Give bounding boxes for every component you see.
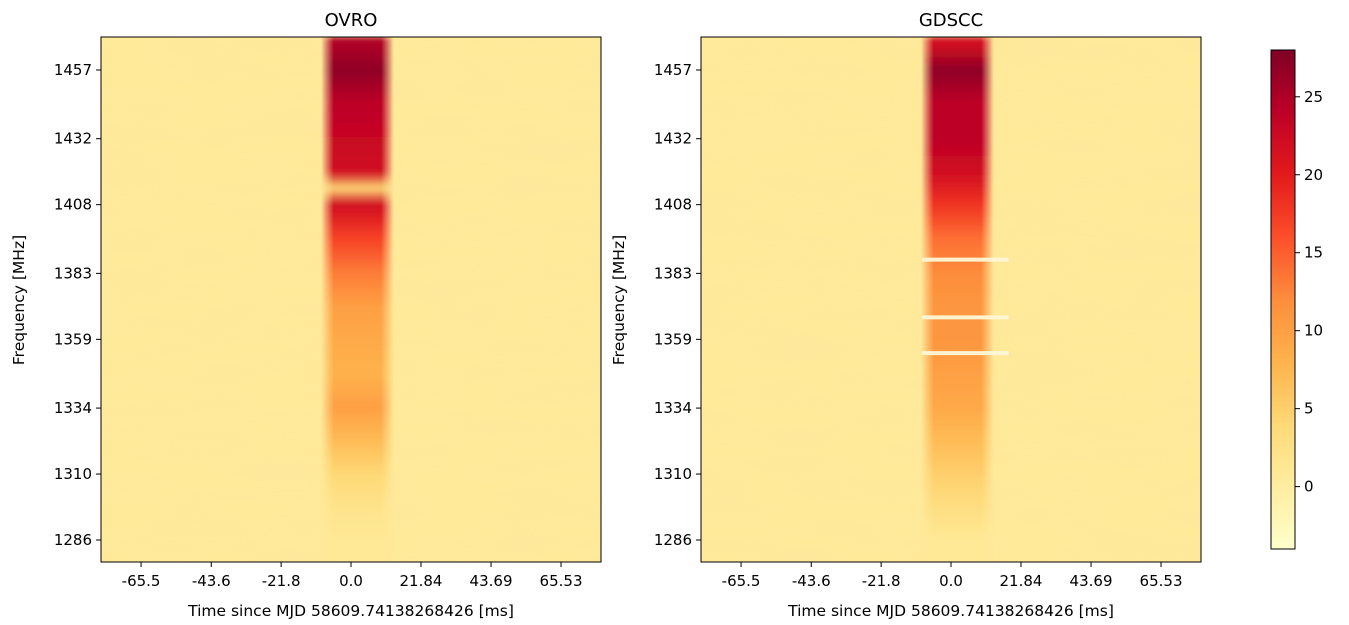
y-tick-label: 1334	[54, 399, 92, 417]
colorbar-gradient	[1271, 50, 1295, 549]
flagged-channel	[922, 351, 1009, 356]
y-tick-label: 1359	[654, 330, 692, 348]
y-tick-label: 1432	[54, 130, 92, 148]
x-tick-label: -43.6	[792, 572, 831, 590]
pulse-signal	[920, 37, 995, 562]
colorbar-tick-label: 25	[1304, 88, 1323, 106]
y-tick-label: 1334	[654, 399, 692, 417]
flagged-channel	[922, 257, 1009, 262]
y-tick-label: 1359	[54, 330, 92, 348]
x-tick-label: 21.84	[1000, 572, 1043, 590]
colorbar: 0 5 10 15 20 25	[1270, 49, 1323, 550]
gdscc-title: GDSCC	[919, 10, 983, 31]
y-tick-label: 1286	[54, 531, 92, 549]
x-tick-label: 21.84	[400, 572, 443, 590]
y-tick-label: 1408	[654, 196, 692, 214]
y-tick-label: 1432	[654, 130, 692, 148]
x-tick-label: 43.69	[470, 572, 513, 590]
x-tick-label: -21.8	[862, 572, 901, 590]
ovro-panel: OVRO -65.5 -43.6 -21.8 0.0 21.84 43.69 65.53 1…	[10, 10, 602, 620]
y-tick-label: 1457	[54, 61, 92, 79]
ovro-title: OVRO	[325, 10, 378, 31]
colorbar-tick-label: 10	[1304, 322, 1323, 340]
colorbar-tick-label: 20	[1304, 166, 1323, 184]
gdscc-y-axis-label: Frequency [MHz]	[610, 235, 628, 365]
x-tick-label: 65.53	[540, 572, 583, 590]
y-tick-label: 1383	[654, 264, 692, 282]
colorbar-frame	[1270, 49, 1296, 550]
x-tick-label: 65.53	[1140, 572, 1183, 590]
x-tick-label: 43.69	[1070, 572, 1113, 590]
x-tick-label: -65.5	[122, 572, 161, 590]
y-tick-label: 1310	[654, 465, 692, 483]
colorbar-tick-label: 15	[1304, 244, 1323, 262]
x-tick-label: 0.0	[339, 572, 363, 590]
pulse-signal	[320, 37, 395, 562]
gdscc-x-ticks: -65.5 -43.6 -21.8 0.0 21.84 43.69 65.53	[722, 562, 1183, 590]
gdscc-heatmap	[701, 37, 1201, 562]
y-tick-label: 1286	[654, 531, 692, 549]
colorbar-tick-label: 0	[1304, 478, 1314, 496]
y-tick-label: 1310	[54, 465, 92, 483]
colorbar-tick-label: 5	[1304, 400, 1314, 418]
x-tick-label: -21.8	[262, 572, 301, 590]
gdscc-y-ticks: 1457 1432 1408 1383 1359 1334 1310 1286	[654, 61, 701, 549]
x-tick-label: -65.5	[722, 572, 761, 590]
y-tick-label: 1383	[54, 264, 92, 282]
x-tick-label: -43.6	[192, 572, 231, 590]
ovro-x-ticks: -65.5 -43.6 -21.8 0.0 21.84 43.69 65.53	[122, 562, 583, 590]
gdscc-panel: GDSCC -65.5 -43.6 -21.8 0.0 21.84 43.69 65.53 …	[610, 10, 1202, 620]
colorbar-ticks: 0 5 10 15 20 25	[1295, 88, 1323, 496]
ovro-x-axis-label: Time since MJD 58609.74138268426 [ms]	[187, 602, 514, 620]
gdscc-x-axis-label: Time since MJD 58609.74138268426 [ms]	[787, 602, 1114, 620]
ovro-y-axis-label: Frequency [MHz]	[10, 235, 28, 365]
x-tick-label: 0.0	[939, 572, 963, 590]
flagged-channel	[922, 315, 1009, 320]
y-tick-label: 1457	[654, 61, 692, 79]
ovro-heatmap	[101, 37, 601, 562]
y-tick-label: 1408	[54, 196, 92, 214]
ovro-y-ticks: 1457 1432 1408 1383 1359 1334 1310 1286	[54, 61, 101, 549]
